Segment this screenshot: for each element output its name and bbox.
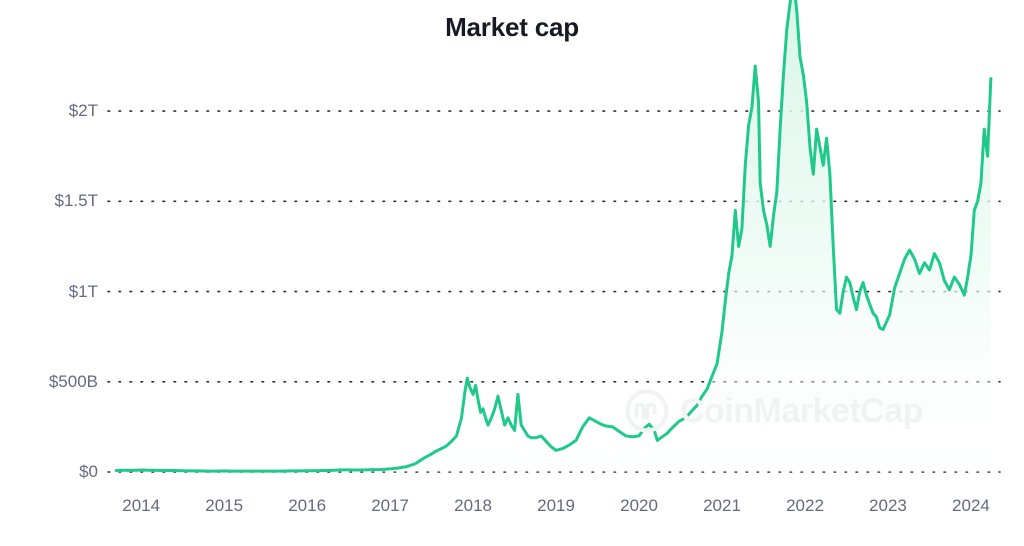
- y-tick-label: $1.5T: [54, 191, 98, 211]
- x-tick-label: 2017: [371, 496, 410, 515]
- x-tick-label: 2018: [454, 496, 493, 515]
- x-tick-label: 2024: [952, 496, 990, 515]
- x-tick-label: 2020: [620, 496, 658, 515]
- y-tick-label: $0: [79, 462, 98, 481]
- x-tick-label: 2022: [786, 496, 824, 515]
- area-fill: [116, 0, 991, 472]
- x-tick-label: 2016: [288, 496, 327, 515]
- y-tick-label: $500B: [48, 371, 98, 391]
- y-tick-label: $2T: [68, 101, 98, 121]
- y-tick-label: $1T: [68, 281, 98, 301]
- x-tick-label: 2019: [537, 496, 575, 515]
- data-series: [114, 0, 993, 473]
- page-title: Market cap: [445, 12, 579, 42]
- x-tick-label: 2023: [869, 496, 907, 515]
- x-tick-label: 2014: [122, 496, 161, 515]
- x-tick-label: 2021: [703, 496, 741, 515]
- x-tick-label: 2015: [205, 496, 244, 515]
